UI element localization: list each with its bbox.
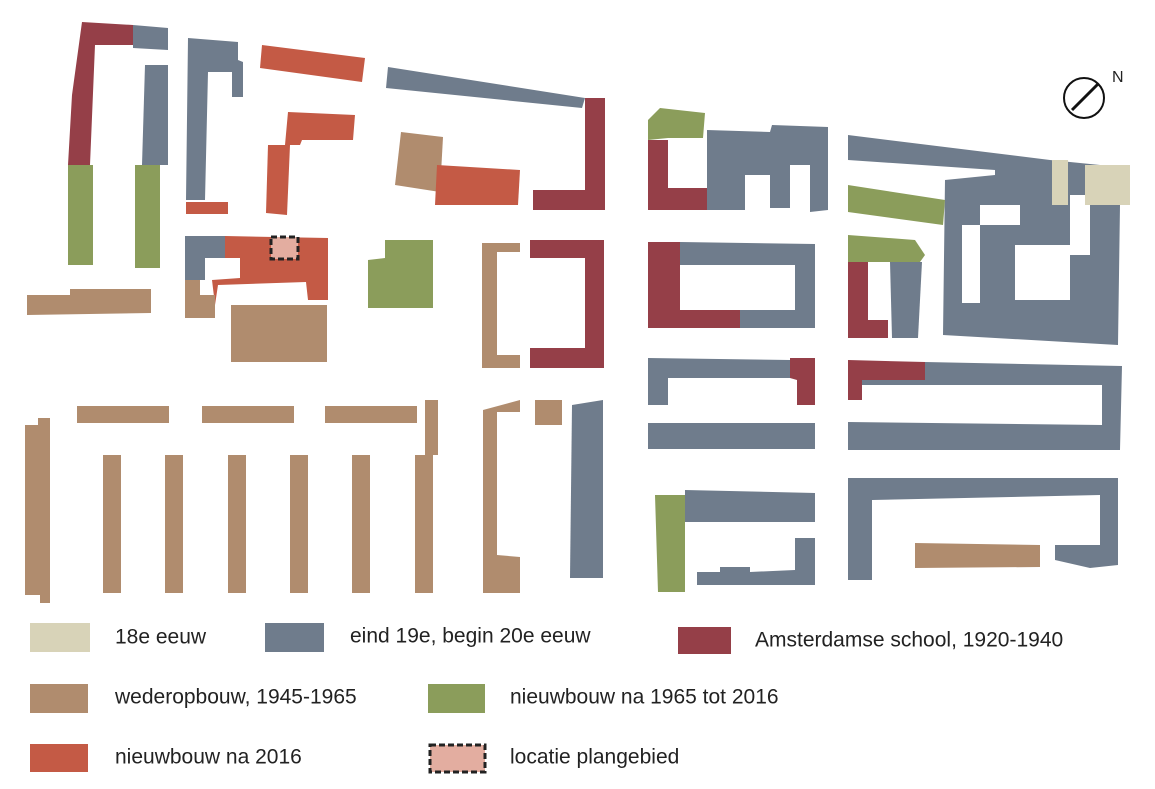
north-label: N [1112,69,1124,86]
legend-swatch [428,684,485,713]
legend: 18e eeuw eind 19e, begin 20e eeuw Amster… [30,623,1063,774]
buildings [25,22,1130,603]
legend-swatch [30,684,88,713]
legend-swatch [30,744,88,772]
north-arrow: N [1063,69,1124,119]
legend-label: eind 19e, begin 20e eeuw [350,625,591,648]
legend-label: locatie plangebied [510,746,679,769]
legend-swatch [428,743,487,774]
legend-swatch [678,627,731,654]
legend-label: nieuwbouw na 1965 tot 2016 [510,686,779,709]
legend-label: Amsterdamse school, 1920-1940 [755,629,1063,652]
legend-swatch [30,623,90,652]
legend-label: 18e eeuw [115,626,207,649]
legend-label: nieuwbouw na 2016 [115,746,302,769]
legend-label: wederopbouw, 1945-1965 [114,686,357,709]
legend-swatch [265,623,324,652]
